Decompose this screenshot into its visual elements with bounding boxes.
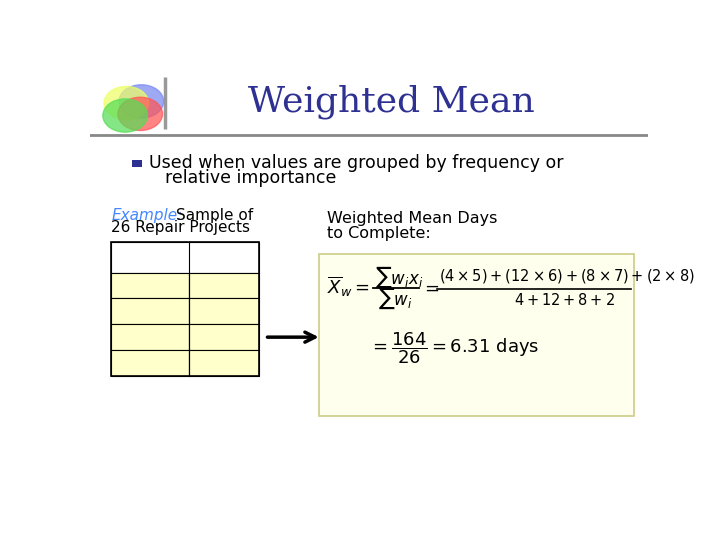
Bar — [111, 241, 259, 273]
Text: 5: 5 — [145, 278, 155, 293]
Text: $= \dfrac{164}{26} = 6.31\ \mathrm{days}$: $= \dfrac{164}{26} = 6.31\ \mathrm{days}… — [369, 330, 539, 366]
Text: $=$: $=$ — [421, 278, 439, 296]
Text: 7: 7 — [145, 329, 155, 345]
Text: Days to
Complete: Days to Complete — [122, 242, 179, 272]
Bar — [111, 350, 189, 376]
Bar — [189, 350, 259, 376]
Bar — [189, 324, 259, 350]
Text: $(4\times5)+(12\times6)+(8\times7)+(2\times8)$: $(4\times5)+(12\times6)+(8\times7)+(2\ti… — [438, 267, 695, 285]
Text: 12: 12 — [215, 304, 234, 319]
Bar — [132, 160, 142, 167]
Text: 6: 6 — [145, 304, 155, 319]
Text: to Complete:: to Complete: — [327, 226, 431, 241]
Text: $4+12+8+2$: $4+12+8+2$ — [514, 292, 615, 308]
Bar — [111, 241, 259, 376]
Circle shape — [103, 99, 148, 132]
Text: Weighted Mean Days: Weighted Mean Days — [327, 211, 498, 226]
Text: 8: 8 — [145, 355, 155, 370]
Bar — [319, 254, 634, 416]
Bar — [111, 324, 189, 350]
Text: Sample of: Sample of — [176, 208, 253, 223]
Circle shape — [119, 85, 163, 118]
Text: $\sum w_i x_i$: $\sum w_i x_i$ — [374, 264, 423, 289]
Bar — [111, 299, 189, 324]
Text: 26 Repair Projects: 26 Repair Projects — [111, 220, 251, 235]
Bar — [111, 273, 189, 299]
Bar — [189, 299, 259, 324]
Circle shape — [118, 97, 163, 131]
Text: 4: 4 — [220, 278, 229, 293]
Text: Frequency: Frequency — [194, 251, 255, 264]
Circle shape — [104, 86, 148, 120]
Text: $\overline{X}_w =$: $\overline{X}_w =$ — [327, 275, 370, 300]
Text: Weighted Mean: Weighted Mean — [248, 85, 535, 119]
Text: 8: 8 — [220, 329, 229, 345]
Text: Example:: Example: — [111, 208, 182, 223]
Text: 2: 2 — [220, 355, 229, 370]
Text: $\sum w_i$: $\sum w_i$ — [379, 286, 413, 311]
Text: relative importance: relative importance — [166, 170, 337, 187]
Text: Used when values are grouped by frequency or: Used when values are grouped by frequenc… — [148, 154, 563, 172]
Bar — [189, 273, 259, 299]
